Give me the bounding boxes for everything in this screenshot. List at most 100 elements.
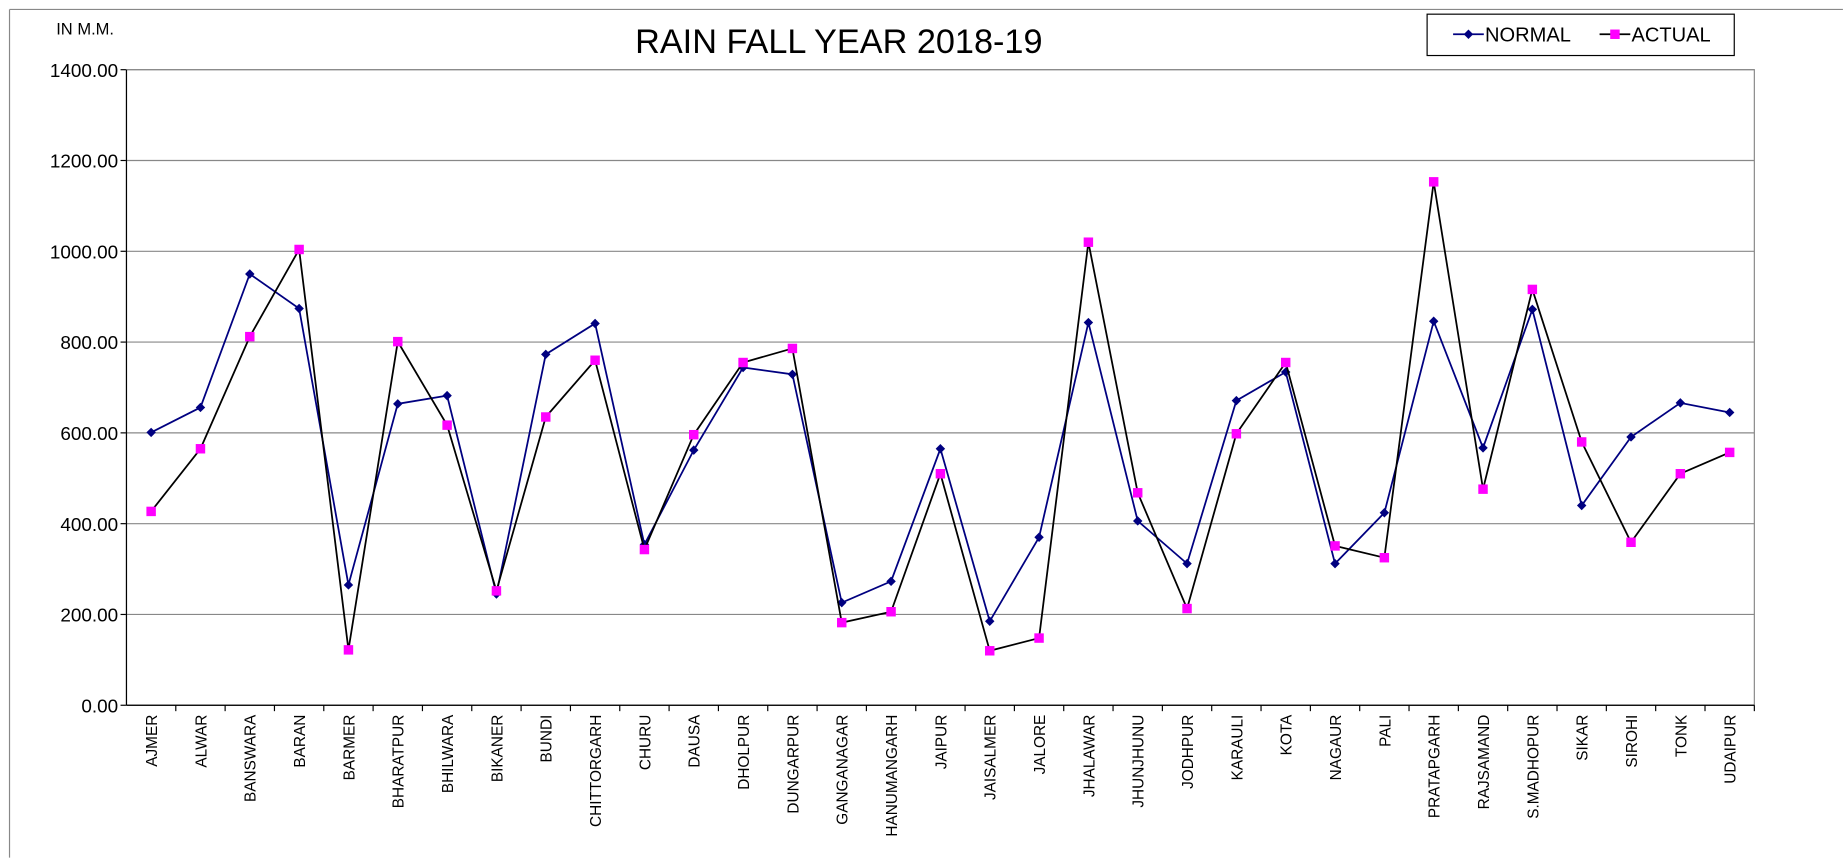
legend-label: NORMAL	[1485, 24, 1571, 46]
data-point	[1182, 558, 1192, 569]
data-point	[985, 646, 995, 656]
data-point	[1724, 447, 1735, 458]
x-tick-label: PRATAPGARH	[1427, 715, 1444, 818]
legend-marker	[1610, 29, 1620, 39]
y-tick-label: 1000.00	[50, 242, 118, 263]
data-point	[1428, 316, 1439, 326]
data-point	[245, 331, 255, 342]
data-point	[294, 244, 304, 255]
y-tick-label: 0.00	[81, 696, 118, 717]
data-point	[1231, 429, 1242, 439]
data-point	[985, 616, 995, 626]
data-point	[1132, 516, 1143, 526]
data-point	[393, 336, 403, 347]
x-tick-label: BIKANER	[489, 715, 506, 782]
y-tick-label: 200.00	[60, 606, 118, 627]
data-point	[935, 444, 946, 454]
y-axis-unit: IN M.M.	[56, 19, 114, 38]
data-point	[1724, 407, 1735, 418]
data-point	[491, 586, 502, 596]
legend-label: ACTUAL	[1631, 24, 1710, 46]
data-point	[1675, 398, 1686, 408]
x-tick-label: JODHPUR	[1180, 715, 1197, 789]
x-tick-label: JHALAWAR	[1081, 715, 1098, 797]
data-point	[1182, 603, 1192, 614]
legend-marker	[1463, 29, 1474, 39]
x-tick-label: BUNDI	[539, 715, 556, 763]
data-point	[1034, 532, 1044, 543]
data-point	[541, 349, 551, 360]
y-tick-label: 400.00	[60, 515, 118, 536]
y-tick-label: 600.00	[60, 424, 118, 445]
x-tick-label: JAISALMER	[983, 715, 1000, 800]
data-point	[1626, 432, 1636, 442]
data-point	[590, 318, 600, 329]
data-point	[393, 399, 403, 409]
data-point	[935, 469, 946, 479]
data-point	[1478, 443, 1488, 453]
series	[146, 269, 1735, 626]
x-tick-label: UDAIPUR	[1723, 715, 1740, 784]
data-point	[1083, 237, 1094, 247]
x-tick-label: BARMER	[341, 715, 358, 781]
data-point	[689, 445, 699, 455]
x-tick-label: BANSWARA	[243, 714, 260, 802]
x-tick-label: NAGAUR	[1328, 715, 1345, 781]
data-point	[343, 645, 354, 655]
x-tick-label: JAIPUR	[933, 715, 950, 770]
data-point	[1626, 537, 1636, 548]
data-point	[294, 303, 304, 314]
data-point	[886, 607, 896, 617]
data-point	[195, 444, 206, 454]
data-point	[541, 412, 551, 422]
series-line	[150, 181, 1731, 652]
data-point	[787, 369, 798, 380]
x-tick-label: DHOLPUR	[736, 715, 753, 790]
data-point	[689, 429, 699, 440]
y-tick-label: 1400.00	[50, 61, 118, 82]
x-tick-label: PALI	[1377, 715, 1394, 747]
x-tick-label: JHUNJHUNU	[1131, 715, 1148, 808]
data-point	[442, 390, 452, 401]
y-tick-label: 1200.00	[50, 152, 118, 173]
data-point	[1231, 395, 1242, 406]
data-point	[343, 580, 354, 590]
data-point	[1034, 633, 1044, 643]
x-tick-label: BARAN	[292, 715, 309, 768]
data-point	[1576, 500, 1587, 511]
data-point	[442, 420, 452, 430]
plot-frame	[125, 69, 1755, 706]
data-point	[1280, 357, 1291, 368]
data-point	[1478, 484, 1488, 494]
data-point	[1083, 317, 1094, 328]
data-point	[195, 402, 206, 413]
data-point	[787, 343, 798, 354]
data-point	[1330, 558, 1340, 569]
x-tick-label: CHITTORGARH	[588, 715, 605, 827]
y-tick-label: 800.00	[60, 333, 118, 354]
x-tick-label: TONK	[1673, 714, 1690, 757]
data-point	[1132, 488, 1143, 498]
x-tick-label: CHURU	[637, 715, 654, 770]
data-point	[1330, 541, 1340, 551]
x-tick-label: BHILWARA	[440, 714, 457, 793]
data-point	[146, 427, 156, 438]
x-tick-label: RAJSAMAND	[1476, 715, 1493, 810]
x-tick-label: SIKAR	[1575, 715, 1592, 761]
data-point	[1379, 552, 1390, 563]
data-point	[1379, 508, 1390, 518]
x-tick-label: AJMER	[144, 715, 161, 767]
data-point	[738, 357, 748, 368]
x-tick-label: DAUSA	[687, 714, 704, 768]
data-point	[1675, 469, 1686, 479]
data-point	[1527, 284, 1538, 295]
x-tick-label: HANUMANGARH	[884, 715, 901, 837]
x-tick-label: BHARATPUR	[391, 715, 408, 809]
x-tick-label: SIROHI	[1624, 715, 1641, 768]
data-point	[146, 506, 156, 517]
x-tick-label: JALORE	[1032, 715, 1049, 775]
data-point	[1576, 437, 1587, 447]
data-point	[837, 617, 847, 628]
data-point	[886, 576, 896, 587]
